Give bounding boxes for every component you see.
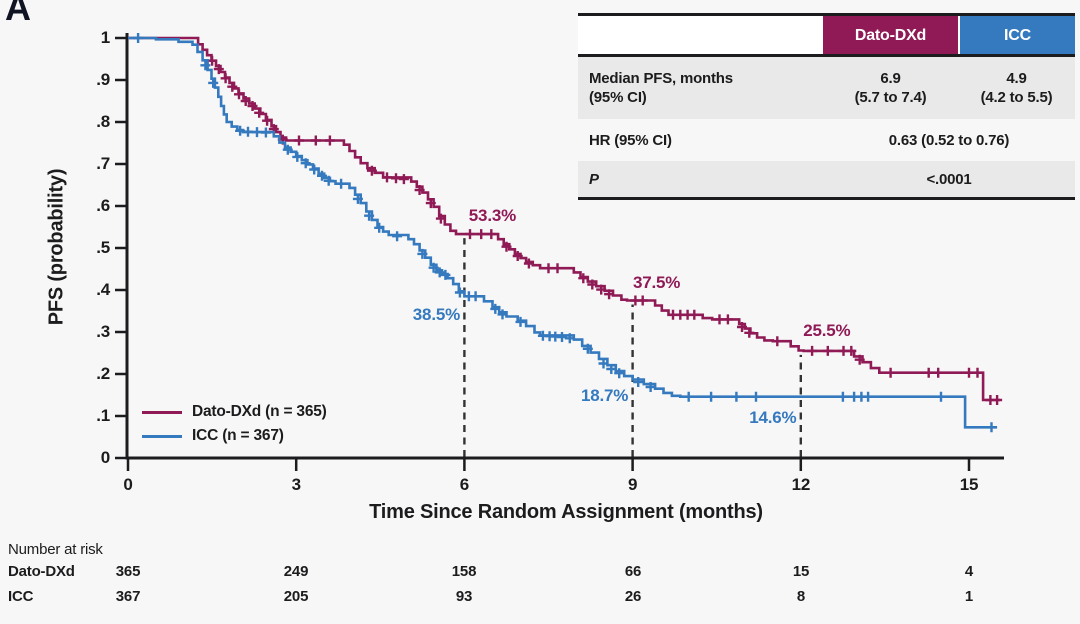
median-pfs-dato-ci: (5.7 to 7.4) <box>854 89 927 106</box>
x-axis-title: Time Since Random Assignment (months) <box>369 501 763 523</box>
icc-km-curve <box>128 36 998 429</box>
y-tick-label: 0 <box>100 448 110 467</box>
dato-landmark-label: 37.5% <box>633 272 681 292</box>
y-tick-label: .2 <box>96 364 110 383</box>
x-tick-label: 3 <box>291 475 301 494</box>
p-value: <.0001 <box>926 170 972 188</box>
legend-item-dato: Dato-DXd (n = 365) <box>142 400 327 424</box>
icc-line-swatch <box>142 434 182 438</box>
stats-row-median-pfs: Median PFS, months (95% CI) 6.9 (5.7 to … <box>578 57 1075 119</box>
y-tick-label: .9 <box>96 70 110 89</box>
nar-dato-value: 66 <box>624 563 642 580</box>
stats-row-hr: HR (95% CI) 0.63 (0.52 to 0.76) <box>578 119 1075 161</box>
dato-landmark-label: 53.3% <box>468 206 517 226</box>
nar-dato-value: 249 <box>283 563 309 580</box>
y-tick-label: .4 <box>96 280 110 299</box>
hr-value: 0.63 (0.52 to 0.76) <box>888 131 1010 149</box>
nar-icc-label: ICC <box>8 588 34 605</box>
dato-landmark-label: 25.5% <box>803 320 851 340</box>
stats-header-dato: Dato-DXd <box>823 16 958 54</box>
nar-icc-value: 1 <box>964 588 974 605</box>
legend-label-icc: ICC (n = 367) <box>192 427 284 444</box>
nar-icc-value: 205 <box>283 588 309 605</box>
icc-censor-marks <box>133 33 997 433</box>
dato-censor-marks <box>207 55 1003 405</box>
icc-landmark-label: 14.6% <box>749 407 797 427</box>
stats-header-row: Dato-DXd ICC <box>578 16 1075 57</box>
x-tick-label: 12 <box>791 475 811 494</box>
p-label: P <box>589 170 599 188</box>
median-pfs-icc-value: 4.9 (4.2 to 5.5) <box>958 69 1075 107</box>
dato-line-swatch <box>142 410 182 414</box>
median-pfs-dato-value: 6.9 (5.7 to 7.4) <box>823 69 958 107</box>
legend: Dato-DXd (n = 365) ICC (n = 367) <box>142 400 327 448</box>
nar-icc-value: 93 <box>455 588 473 605</box>
y-tick-label: .1 <box>96 406 110 425</box>
median-pfs-icc-estimate: 4.9 <box>1006 70 1027 87</box>
y-tick-label: .3 <box>96 322 110 341</box>
number-at-risk-row-icc: ICC 367 205 93 26 8 1 <box>0 588 1080 608</box>
hr-label: HR (95% CI) <box>589 131 672 149</box>
y-tick-label: .7 <box>96 154 110 173</box>
x-tick-label: 9 <box>627 475 638 494</box>
nar-dato-value: 365 <box>115 563 141 580</box>
number-at-risk-row-dato: Dato-DXd 365 249 158 66 15 4 <box>0 563 1080 583</box>
legend-item-icc: ICC (n = 367) <box>142 424 327 448</box>
median-pfs-dato-estimate: 6.9 <box>880 70 901 87</box>
y-tick-label: .8 <box>96 112 110 131</box>
nar-dato-value: 158 <box>451 563 477 580</box>
nar-dato-value: 4 <box>964 563 974 580</box>
summary-stats-table: Dato-DXd ICC Median PFS, months (95% CI)… <box>578 13 1075 200</box>
stats-header-blank <box>578 16 823 54</box>
median-pfs-icc-ci: (4.2 to 5.5) <box>980 89 1053 106</box>
x-tick-label: 15 <box>959 475 979 494</box>
median-pfs-label-line2: (95% CI) <box>589 89 647 106</box>
nar-icc-value: 367 <box>115 588 141 605</box>
legend-label-dato: Dato-DXd (n = 365) <box>192 403 327 420</box>
x-tick-label: 0 <box>123 475 133 494</box>
x-tick-label: 6 <box>459 475 470 494</box>
nar-dato-label: Dato-DXd <box>8 563 75 580</box>
y-tick-label: .6 <box>96 196 110 215</box>
y-tick-label: .5 <box>96 238 110 257</box>
icc-landmark-label: 18.7% <box>581 386 629 406</box>
panel-label: A <box>5 0 31 28</box>
km-plot-canvas <box>115 33 1004 471</box>
nar-icc-value: 26 <box>624 588 642 605</box>
icc-landmark-label: 38.5% <box>412 305 461 325</box>
nar-icc-value: 8 <box>796 588 806 605</box>
number-at-risk-title: Number at risk <box>8 541 103 558</box>
median-pfs-label-line1: Median PFS, months <box>589 70 733 87</box>
stats-row-p: P <.0001 <box>578 161 1075 197</box>
nar-dato-value: 15 <box>792 563 810 580</box>
stats-header-icc: ICC <box>958 16 1075 54</box>
median-pfs-label: Median PFS, months (95% CI) <box>578 69 823 107</box>
y-tick-label: 1 <box>100 28 110 47</box>
